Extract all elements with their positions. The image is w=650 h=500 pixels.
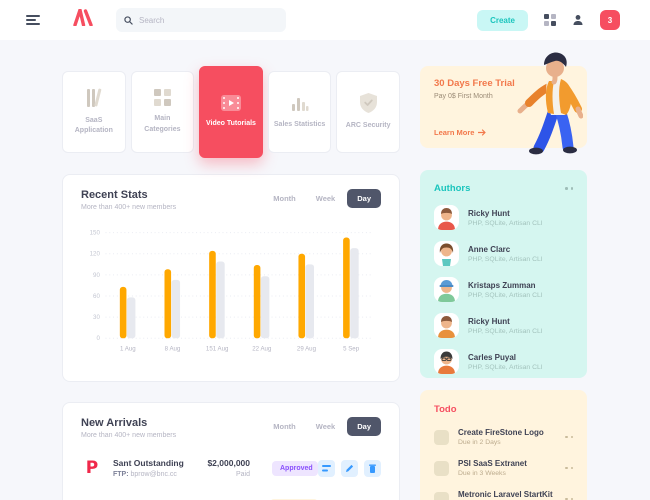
svg-text:5 Sep: 5 Sep xyxy=(343,346,360,353)
avatar xyxy=(434,205,459,230)
sant-logo-icon: P xyxy=(85,458,99,478)
todo-item: PSI SaaS Extranet Due in 3 Weeks xyxy=(434,459,573,477)
todo-title: Todo xyxy=(434,404,457,415)
stats-filter-toggle: Month Week Day xyxy=(265,189,381,208)
svg-text:150: 150 xyxy=(90,230,101,237)
settings-icon[interactable] xyxy=(318,459,335,477)
search-bar xyxy=(116,8,286,32)
video-icon xyxy=(220,94,241,111)
avatar xyxy=(434,349,459,374)
arrow-right-icon xyxy=(478,129,487,136)
arrival-amount: $2,000,000 xyxy=(207,458,250,468)
svg-text:151 Aug: 151 Aug xyxy=(206,346,229,353)
grid-icon xyxy=(153,89,171,106)
trial-title: 30 Days Free Trial xyxy=(434,78,515,89)
svg-text:90: 90 xyxy=(93,272,100,279)
todo-checkbox[interactable] xyxy=(434,429,449,445)
authors-card: Authors Ricky Hunt PHP, SQLite, Artisan … xyxy=(420,170,587,378)
free-trial-card: 30 Days Free Trial Pay 0$ First Month Le… xyxy=(420,52,587,155)
books-icon xyxy=(86,88,102,107)
svg-text:30: 30 xyxy=(93,314,100,321)
category-cards: SaaS Application Main Categories xyxy=(62,66,400,158)
todo-checkbox[interactable] xyxy=(434,491,449,500)
category-card-main-categories[interactable]: Main Categories xyxy=(130,71,195,153)
todo-checkbox[interactable] xyxy=(434,460,449,476)
avatar xyxy=(434,241,459,266)
author-row[interactable]: Anne Clarc PHP, SQLite, Artisan CLI xyxy=(434,241,573,266)
svg-text:60: 60 xyxy=(93,293,100,300)
status-badge-approved: Approved xyxy=(272,460,318,476)
recent-stats-subtitle: More than 400+ new members xyxy=(81,204,177,211)
new-arrivals-card: New Arrivals More than 400+ new members … xyxy=(62,402,400,500)
todo-card: Todo Create FireStone Logo Due in 2 Days… xyxy=(420,390,587,500)
recent-stats-card: Recent Stats More than 400+ new members … xyxy=(62,174,400,382)
svg-text:22 Aug: 22 Aug xyxy=(252,346,272,353)
author-row[interactable]: Carles Puyal PHP, SQLite, Artisan CLI xyxy=(434,349,573,374)
svg-text:0: 0 xyxy=(96,335,100,342)
delete-icon[interactable] xyxy=(364,459,381,477)
todo-options-dots[interactable] xyxy=(565,497,573,500)
todo-item: Create FireStone Logo Due in 2 Days xyxy=(434,428,573,446)
app-logo[interactable] xyxy=(72,8,94,31)
right-column: 30 Days Free Trial Pay 0$ First Month Le… xyxy=(420,52,587,500)
stats-filter-week[interactable]: Week xyxy=(308,190,343,207)
recent-stats-title: Recent Stats xyxy=(81,189,148,201)
todo-item: Metronic Laravel StartKit Due in 5 Hours xyxy=(434,490,573,500)
trial-subtitle: Pay 0$ First Month xyxy=(434,93,493,100)
arrival-row-sant-outstanding: P Sant Outstanding FTP: bprow@bnc.cc $2,… xyxy=(81,455,381,481)
svg-text:120: 120 xyxy=(90,251,101,258)
recent-stats-bar-chart: 0 30 60 90 120 150 1 Aug 8 Aug 151 Aug 22 Aug 29 A… xyxy=(81,219,381,367)
avatar xyxy=(434,313,459,338)
todo-options-dots[interactable] xyxy=(565,435,573,439)
stats-filter-day[interactable]: Day xyxy=(347,189,381,208)
new-arrivals-title: New Arrivals xyxy=(81,417,148,429)
learn-more-link[interactable]: Learn More xyxy=(434,128,487,137)
create-button[interactable]: Create xyxy=(477,9,528,31)
category-card-saas-application[interactable]: SaaS Application xyxy=(62,71,126,153)
todo-options-dots[interactable] xyxy=(565,466,573,470)
main-content: SaaS Application Main Categories xyxy=(0,40,650,500)
search-input[interactable] xyxy=(139,15,278,25)
topbar: Create 3 xyxy=(0,0,650,40)
author-row[interactable]: Ricky Hunt PHP, SQLite, Artisan CLI xyxy=(434,205,573,230)
bar-chart-icon xyxy=(291,97,309,111)
apps-grid-icon[interactable] xyxy=(544,14,556,26)
author-row[interactable]: Kristaps Zumman PHP, SQLite, Artisan CLI xyxy=(434,277,573,302)
stats-filter-month[interactable]: Month xyxy=(265,190,304,207)
avatar xyxy=(434,277,459,302)
arrivals-filter-day[interactable]: Day xyxy=(347,417,381,436)
edit-icon[interactable] xyxy=(341,459,358,477)
notification-badge[interactable]: 3 xyxy=(600,10,620,30)
search-icon xyxy=(124,15,133,25)
category-card-arc-security[interactable]: ARC Security xyxy=(336,71,400,153)
user-icon[interactable] xyxy=(572,14,584,26)
new-arrivals-subtitle: More than 400+ new members xyxy=(81,432,177,439)
left-column: SaaS Application Main Categories xyxy=(62,66,400,500)
arrivals-filter-month[interactable]: Month xyxy=(265,418,304,435)
svg-text:1 Aug: 1 Aug xyxy=(120,346,136,353)
menu-toggle-icon[interactable] xyxy=(26,13,40,27)
authors-title: Authors xyxy=(434,183,471,194)
svg-text:29 Aug: 29 Aug xyxy=(297,346,317,353)
category-card-sales-statistics[interactable]: Sales Statistics xyxy=(267,71,332,153)
authors-options-dots[interactable] xyxy=(565,187,573,190)
arrivals-filter-toggle: Month Week Day xyxy=(265,417,381,436)
author-row[interactable]: Ricky Hunt PHP, SQLite, Artisan CLI xyxy=(434,313,573,338)
category-card-video-tutorials[interactable]: Video Tutorials xyxy=(199,66,263,158)
arrivals-filter-week[interactable]: Week xyxy=(308,418,343,435)
walking-person-illustration xyxy=(517,52,583,155)
svg-text:8 Aug: 8 Aug xyxy=(165,346,181,353)
shield-check-icon xyxy=(359,92,377,113)
